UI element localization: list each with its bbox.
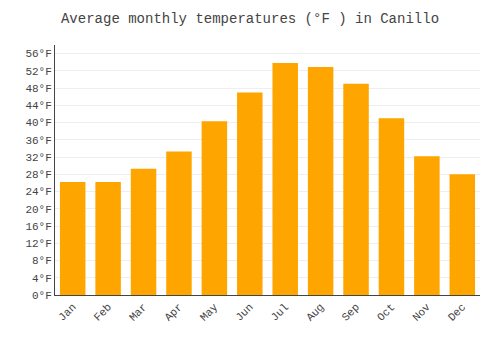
svg-text:Feb: Feb bbox=[92, 301, 114, 323]
svg-text:16°F: 16°F bbox=[25, 221, 51, 233]
svg-text:44°F: 44°F bbox=[25, 100, 51, 112]
svg-text:48°F: 48°F bbox=[25, 83, 51, 95]
svg-text:Mar: Mar bbox=[127, 301, 149, 323]
svg-text:56°F: 56°F bbox=[25, 48, 51, 60]
svg-text:Nov: Nov bbox=[410, 301, 433, 324]
svg-text:36°F: 36°F bbox=[25, 135, 51, 147]
svg-text:20°F: 20°F bbox=[25, 204, 51, 216]
svg-text:12°F: 12°F bbox=[25, 238, 51, 250]
svg-text:Oct: Oct bbox=[375, 301, 397, 323]
svg-text:0°F: 0°F bbox=[32, 290, 52, 302]
svg-text:4°F: 4°F bbox=[32, 273, 52, 285]
svg-text:Jan: Jan bbox=[56, 301, 78, 323]
svg-text:Aug: Aug bbox=[304, 301, 326, 323]
svg-text:Sep: Sep bbox=[340, 301, 362, 323]
svg-text:Dec: Dec bbox=[446, 301, 468, 323]
svg-text:28°F: 28°F bbox=[25, 169, 51, 181]
svg-text:Apr: Apr bbox=[162, 301, 184, 323]
svg-text:8°F: 8°F bbox=[32, 255, 52, 267]
svg-text:24°F: 24°F bbox=[25, 186, 51, 198]
svg-text:May: May bbox=[198, 301, 221, 324]
svg-text:Jun: Jun bbox=[233, 301, 255, 323]
svg-text:Average monthly temperatures (: Average monthly temperatures (°F ) in Ca… bbox=[61, 11, 439, 27]
svg-text:Jul: Jul bbox=[269, 301, 291, 323]
svg-text:32°F: 32°F bbox=[25, 152, 51, 164]
svg-text:52°F: 52°F bbox=[25, 66, 51, 78]
svg-text:40°F: 40°F bbox=[25, 117, 51, 129]
